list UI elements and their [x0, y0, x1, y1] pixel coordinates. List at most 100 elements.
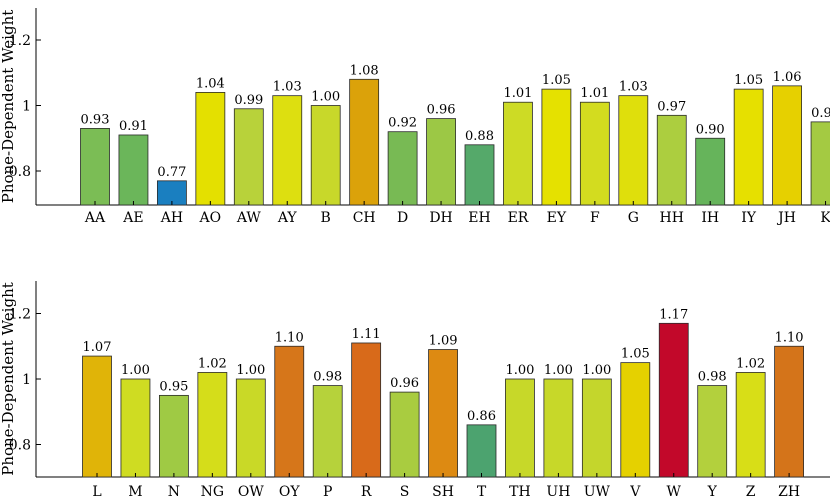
x-tick-label-aw: AW: [236, 210, 262, 226]
y-tick-label: 0.8: [9, 438, 31, 454]
data-label-dh: 0.96: [427, 103, 456, 118]
bar-ch: [349, 78, 380, 206]
bar-uh: [543, 378, 574, 478]
bar-hh: [656, 114, 687, 206]
bar-sh: [428, 349, 458, 478]
bar-w: [658, 322, 689, 478]
x-tick-label-th: TH: [509, 484, 531, 498]
data-label-b: 1.00: [311, 90, 340, 105]
bar-dh: [426, 118, 456, 206]
x-tick-label-m: M: [128, 484, 142, 498]
y-axis-label: Phone-Dependent Weight: [0, 282, 17, 476]
x-tick-label-ow: OW: [238, 484, 264, 498]
data-label-ih: 0.90: [696, 122, 725, 137]
y-tick-label: 1.2: [9, 33, 31, 49]
data-label-iy: 1.05: [734, 73, 763, 88]
data-label-oy: 1.10: [275, 330, 304, 345]
bar-m: [120, 378, 151, 478]
data-label-eh: 0.88: [465, 129, 494, 144]
bar-d: [387, 131, 418, 206]
x-tick-label-ay: AY: [277, 210, 298, 226]
x-tick-label-ih: IH: [701, 210, 719, 226]
bar-f: [579, 101, 610, 206]
data-label-jh: 1.06: [773, 70, 802, 85]
data-label-p: 0.98: [313, 370, 342, 385]
bar-ng: [197, 372, 228, 478]
bar-s: [389, 391, 420, 478]
data-label-aa: 0.93: [81, 112, 110, 127]
x-tick-label-jh: JH: [776, 210, 796, 226]
bar-ah: [156, 180, 187, 206]
x-tick-label-uh: UH: [546, 484, 570, 498]
data-label-zh: 1.10: [775, 330, 804, 345]
x-tick-label-z: Z: [746, 484, 756, 498]
x-tick-label-k: K: [820, 210, 830, 226]
bar-ae: [118, 134, 149, 206]
data-label-ah: 0.77: [157, 165, 186, 180]
y-tick-label: 0.8: [9, 164, 31, 180]
bar-aa: [80, 128, 110, 206]
bar-oy: [274, 345, 305, 478]
bar-iy: [733, 88, 764, 206]
data-label-hh: 0.97: [657, 99, 686, 114]
x-tick-label-iy: IY: [741, 210, 757, 226]
x-tick-label-r: R: [361, 484, 372, 498]
x-tick-label-w: W: [667, 484, 682, 498]
bar-zh: [774, 345, 804, 478]
y-tick-label: 1: [22, 99, 31, 115]
bar-th: [505, 378, 535, 478]
x-tick-label-oy: OY: [279, 484, 300, 498]
x-tick-label-n: N: [168, 484, 180, 498]
data-label-v: 1.05: [621, 347, 650, 362]
bar-aw: [233, 108, 264, 206]
bar-ow: [235, 378, 266, 478]
bar-ey: [541, 88, 572, 206]
bar-t: [466, 424, 497, 478]
data-label-s: 0.96: [390, 376, 419, 391]
bar-k: [810, 121, 830, 206]
x-tick-label-d: D: [397, 210, 408, 226]
x-tick-label-v: V: [629, 484, 641, 498]
x-tick-label-eh: EH: [468, 210, 490, 226]
x-tick-label-y: Y: [707, 484, 718, 498]
data-label-uw: 1.00: [582, 363, 611, 378]
bar-jh: [772, 85, 802, 206]
x-tick-label-zh: ZH: [778, 484, 800, 498]
bar-z: [735, 372, 766, 478]
x-tick-label-ah: AH: [160, 210, 183, 226]
data-label-y: 0.98: [698, 370, 727, 385]
x-tick-label-ae: AE: [122, 210, 143, 226]
x-tick-label-er: ER: [508, 210, 529, 226]
x-tick-label-ng: NG: [201, 484, 224, 498]
x-tick-label-ch: CH: [353, 210, 376, 226]
data-label-m: 1.00: [121, 363, 150, 378]
bar-ay: [272, 95, 303, 206]
data-label-l: 1.07: [83, 340, 112, 355]
x-tick-label-ey: EY: [547, 210, 567, 226]
x-tick-label-ao: AO: [199, 210, 222, 226]
y-tick-label: 1.2: [9, 307, 31, 323]
data-label-th: 1.00: [505, 363, 534, 378]
y-axis-label: Phone-Dependent Weight: [0, 10, 17, 204]
data-label-uh: 1.00: [544, 363, 573, 378]
data-label-r: 1.11: [352, 327, 381, 342]
data-label-ae: 0.91: [119, 119, 148, 134]
data-label-er: 1.01: [503, 86, 532, 101]
x-tick-label-sh: SH: [432, 484, 454, 498]
bar-uw: [581, 378, 612, 478]
data-label-ng: 1.02: [198, 356, 227, 371]
x-tick-label-l: L: [92, 484, 101, 498]
x-tick-label-g: G: [628, 210, 639, 226]
data-label-ey: 1.05: [542, 73, 571, 88]
bar-er: [503, 101, 533, 206]
data-label-ow: 1.00: [236, 363, 265, 378]
x-tick-label-aa: AA: [84, 210, 106, 226]
data-label-ch: 1.08: [350, 63, 379, 78]
data-label-d: 0.92: [388, 116, 417, 131]
data-label-f: 1.01: [580, 86, 609, 101]
x-tick-label-s: S: [400, 484, 410, 498]
x-tick-label-f: F: [590, 210, 600, 226]
x-tick-label-dh: DH: [429, 210, 452, 226]
